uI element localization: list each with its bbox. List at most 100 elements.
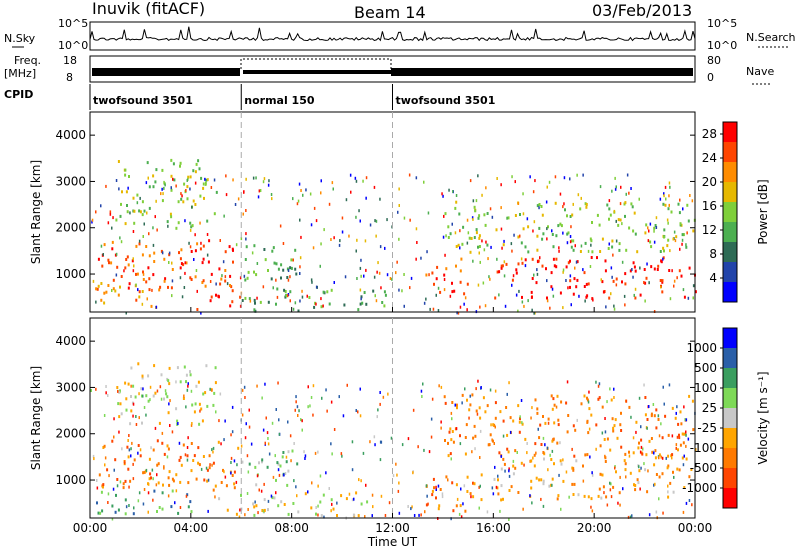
- heatmap-cell: [189, 221, 192, 225]
- heatmap-cell: [618, 248, 621, 252]
- heatmap-cell: [572, 202, 574, 206]
- heatmap-cell: [127, 467, 130, 471]
- cpid-label: CPID: [4, 88, 33, 101]
- heatmap-cell: [609, 488, 612, 492]
- colorbar-label: Power [dB]: [756, 179, 770, 244]
- heatmap-cell: [489, 277, 491, 281]
- heatmap-cell: [540, 443, 543, 446]
- heatmap-cell: [197, 446, 200, 450]
- heatmap-cell: [575, 285, 578, 289]
- heatmap-cell: [128, 282, 131, 286]
- heatmap-cell: [555, 257, 558, 261]
- heatmap-cell: [382, 395, 385, 399]
- heatmap-cell: [248, 297, 251, 301]
- heatmap-cell: [152, 477, 154, 481]
- x-tick-label: 08:00: [274, 521, 309, 535]
- heatmap-cell: [692, 229, 695, 233]
- heatmap-cell: [114, 458, 117, 462]
- heatmap-cell: [194, 275, 197, 279]
- heatmap-cell: [143, 488, 146, 491]
- heatmap-cell: [138, 239, 141, 243]
- heatmap-cell: [224, 419, 226, 423]
- heatmap-cell: [633, 483, 635, 487]
- heatmap-cell: [505, 406, 508, 409]
- heatmap-cell: [661, 436, 664, 440]
- heatmap-cell: [529, 494, 531, 498]
- heatmap-cell: [602, 485, 605, 489]
- heatmap-cell: [183, 182, 186, 186]
- heatmap-cell: [125, 190, 128, 194]
- heatmap-cell: [522, 212, 525, 216]
- heatmap-cell: [321, 396, 323, 400]
- heatmap-cell: [217, 440, 220, 444]
- heatmap-cell: [142, 387, 144, 391]
- heatmap-cell: [604, 430, 607, 434]
- heatmap-cell: [582, 268, 584, 272]
- heatmap-cell: [332, 187, 334, 191]
- heatmap-cell: [610, 398, 613, 402]
- heatmap-cell: [360, 479, 362, 483]
- heatmap-cell: [452, 190, 454, 193]
- heatmap-cell: [114, 289, 117, 293]
- heatmap-cell: [578, 294, 580, 298]
- heatmap-cell: [202, 392, 205, 396]
- noise-sky-trace: [89, 26, 696, 42]
- heatmap-cell: [458, 212, 461, 216]
- colorbar-tick-label: 28: [702, 127, 717, 141]
- heatmap-cell: [633, 265, 636, 269]
- heatmap-cell: [255, 273, 258, 277]
- heatmap-cell: [109, 210, 112, 214]
- heatmap-cell: [522, 227, 525, 231]
- heatmap-cell: [180, 262, 183, 266]
- heatmap-cell: [205, 466, 208, 470]
- heatmap-cell: [569, 177, 571, 181]
- heatmap-cell: [660, 455, 662, 459]
- heatmap-cell: [121, 447, 123, 451]
- heatmap-cell: [522, 507, 524, 511]
- heatmap-cell: [546, 446, 549, 450]
- heatmap-cell: [570, 225, 572, 229]
- heatmap-cell: [145, 280, 148, 284]
- heatmap-cell: [241, 413, 244, 417]
- heatmap-cell: [547, 421, 550, 425]
- heatmap-cell: [543, 457, 545, 461]
- heatmap-cell: [111, 247, 114, 251]
- heatmap-cell: [679, 198, 681, 202]
- heatmap-cell: [233, 482, 236, 486]
- heatmap-cell: [442, 235, 445, 239]
- heatmap-cell: [451, 430, 454, 433]
- heatmap-cell: [179, 266, 182, 270]
- heatmap-cell: [605, 495, 608, 499]
- heatmap-cell: [397, 489, 400, 493]
- heatmap-cell: [572, 424, 575, 428]
- heatmap-cell: [444, 439, 446, 442]
- heatmap-cell: [553, 403, 556, 407]
- heatmap-cell: [160, 192, 162, 196]
- heatmap-cell: [287, 512, 290, 516]
- heatmap-cell: [625, 475, 627, 479]
- heatmap-cell: [303, 450, 305, 454]
- heatmap-cell: [646, 426, 648, 430]
- heatmap-cell: [560, 400, 563, 404]
- heatmap-cell: [407, 505, 409, 508]
- heatmap-cell: [289, 266, 292, 270]
- heatmap-cell: [555, 234, 558, 238]
- heatmap-cell: [692, 284, 695, 288]
- search-axis-top: 10^5: [707, 17, 737, 30]
- heatmap-cell: [531, 257, 534, 261]
- heatmap-cell: [478, 234, 481, 238]
- heatmap-cell: [536, 234, 539, 238]
- heatmap-cell: [437, 484, 440, 488]
- heatmap-cell: [547, 468, 549, 472]
- heatmap-cell: [628, 226, 631, 230]
- heatmap-cell: [331, 502, 333, 506]
- heatmap-cell: [512, 274, 515, 278]
- heatmap-cell: [111, 240, 114, 244]
- heatmap-cell: [222, 260, 225, 264]
- heatmap-cell: [636, 250, 639, 254]
- heatmap-cell: [521, 295, 523, 299]
- heatmap-cell: [623, 294, 626, 298]
- heatmap-cell: [135, 298, 138, 302]
- heatmap-cell: [201, 281, 204, 284]
